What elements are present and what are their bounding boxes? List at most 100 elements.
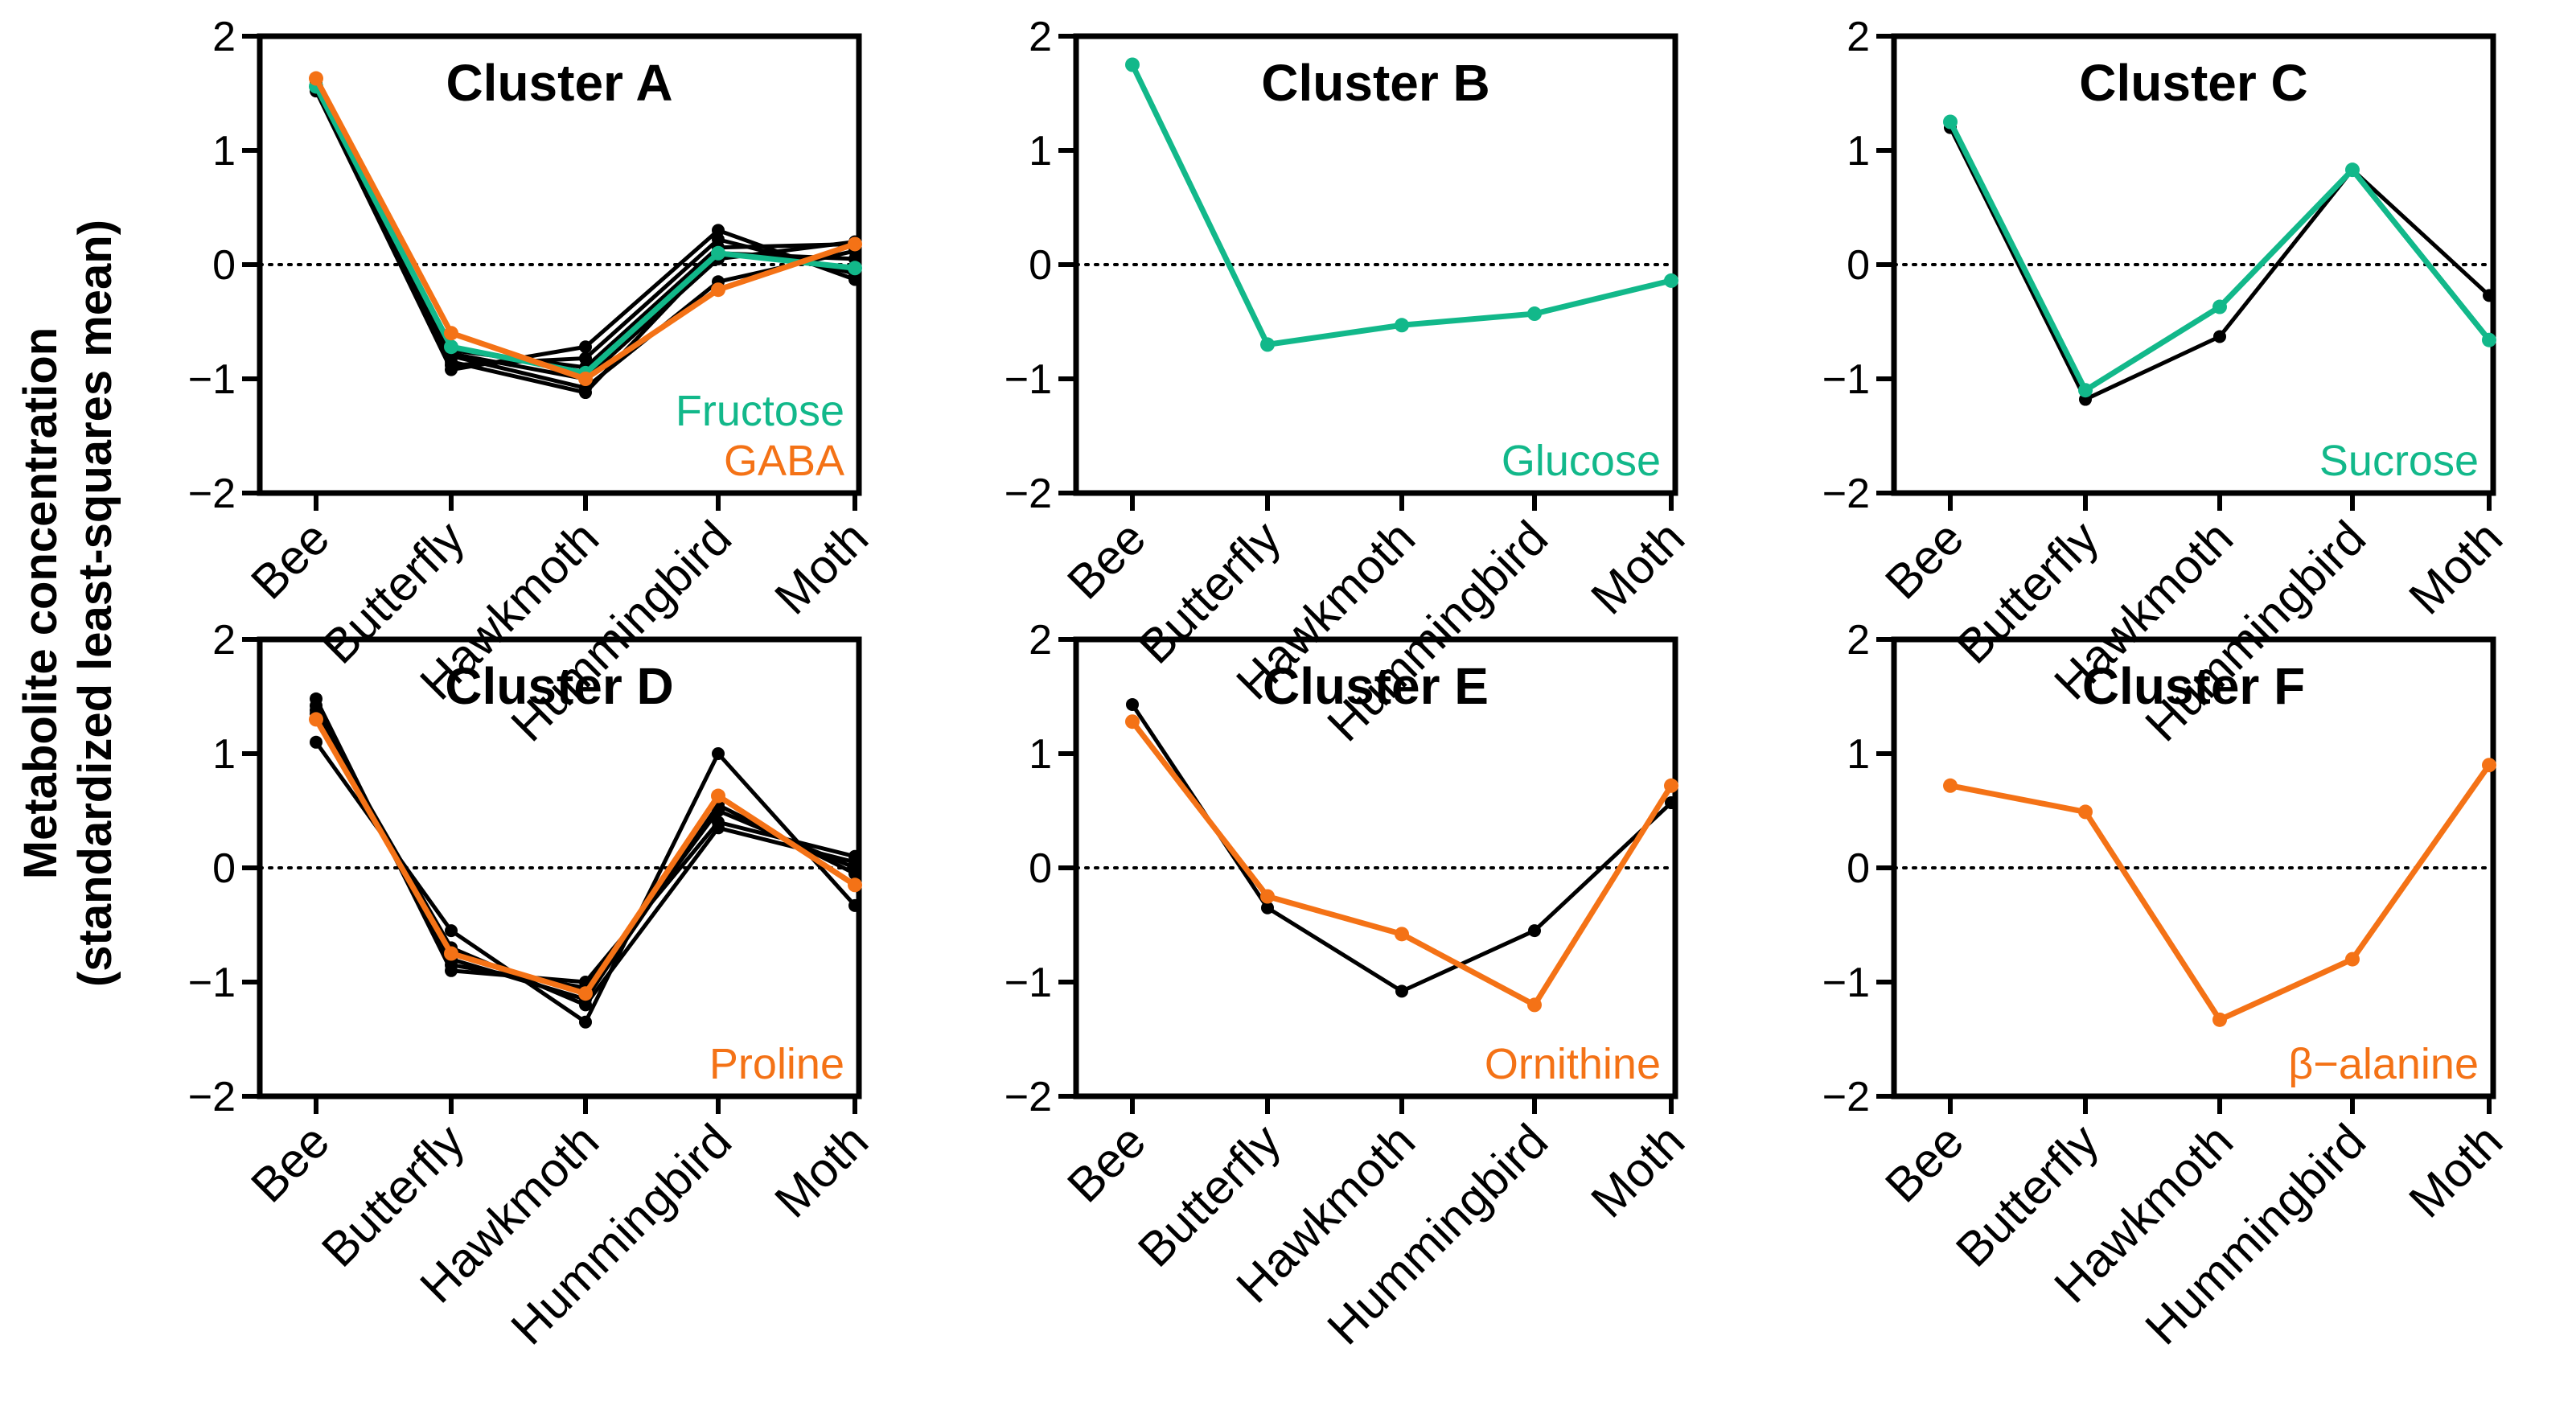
data-point: [579, 351, 592, 365]
y-tick-label: −1: [188, 356, 236, 403]
y-tick-label: −1: [1005, 960, 1052, 1006]
data-point: [2482, 332, 2496, 347]
y-tick-label: 0: [1847, 242, 1870, 289]
y-tick-label: 2: [1847, 14, 1870, 60]
data-point: [848, 867, 861, 881]
y-tick-label: 2: [1029, 617, 1052, 664]
data-point: [1261, 901, 1274, 915]
x-category-label: Bee: [1057, 1114, 1156, 1213]
data-point: [2213, 330, 2226, 343]
data-point: [579, 1015, 592, 1029]
series-line-sucrose: [1947, 119, 2492, 393]
data-point: [848, 236, 862, 252]
y-tick-label: 2: [1029, 14, 1052, 60]
y-tick-label: −1: [1822, 960, 1870, 1006]
data-point: [1125, 714, 1140, 730]
data-point: [2482, 758, 2496, 773]
y-tick-label: 1: [1029, 731, 1052, 778]
data-point: [1125, 57, 1140, 72]
x-category-label: Bee: [1057, 511, 1156, 610]
y-tick-label: −2: [188, 1074, 236, 1120]
series-line-ornithine: [1129, 718, 1674, 1008]
data-point: [2212, 299, 2227, 314]
y-axis-label-line1: Metabolite concentration: [14, 327, 67, 879]
series-line: [314, 80, 857, 370]
data-point: [444, 339, 458, 355]
series-line: [1130, 702, 1674, 993]
data-point: [711, 245, 725, 261]
y-tick-label: −1: [188, 960, 236, 1006]
data-point: [1395, 318, 1409, 333]
y-tick-label: 0: [1029, 242, 1052, 289]
data-point: [712, 224, 725, 237]
y-tick-label: −2: [1822, 1074, 1870, 1120]
data-point: [1527, 997, 1542, 1013]
legend-label: Glucose: [1502, 437, 1661, 485]
y-axis-label-line2: (standardized least-squares mean): [69, 220, 121, 987]
x-category-label: Moth: [764, 511, 878, 625]
data-point: [578, 372, 593, 386]
data-point: [445, 924, 458, 938]
y-tick-label: −2: [1005, 1074, 1052, 1120]
data-point: [2078, 383, 2093, 398]
data-point: [1664, 273, 1678, 288]
data-point: [309, 71, 323, 86]
data-point: [578, 986, 593, 1001]
data-point: [711, 788, 725, 804]
series-line-proline: [313, 716, 858, 997]
y-tick-label: −2: [1005, 471, 1052, 517]
y-tick-label: 0: [1847, 845, 1870, 892]
data-point: [848, 898, 861, 912]
data-point: [579, 340, 592, 354]
legend-label: GABA: [724, 437, 844, 485]
legend-label: β−alanine: [2288, 1040, 2479, 1088]
x-category-label: Bee: [240, 1114, 339, 1213]
y-tick-label: −2: [1822, 471, 1870, 517]
panel-title: Cluster C: [2079, 54, 2308, 112]
data-point: [2345, 951, 2360, 967]
x-category-label: Moth: [764, 1114, 878, 1228]
y-tick-label: −2: [188, 471, 236, 517]
data-point: [2078, 804, 2093, 820]
data-point: [1260, 337, 1275, 352]
panel-title: Cluster A: [446, 54, 672, 112]
data-point: [1943, 114, 1958, 129]
panel-title: Cluster D: [445, 657, 674, 715]
panel-title: Cluster E: [1263, 657, 1489, 715]
data-point: [848, 261, 862, 276]
data-point: [711, 282, 725, 298]
data-point: [1126, 697, 1139, 711]
data-point: [309, 712, 323, 727]
y-tick-label: 1: [212, 731, 236, 778]
series-line--alanine: [1947, 762, 2492, 1023]
y-tick-label: 1: [1029, 128, 1052, 175]
y-tick-label: −1: [1005, 356, 1052, 403]
data-point: [848, 878, 862, 893]
data-point: [1395, 984, 1408, 998]
y-tick-label: 0: [1029, 845, 1052, 892]
y-tick-label: 1: [1847, 128, 1870, 175]
y-tick-label: 1: [1847, 731, 1870, 778]
x-category-label: Moth: [1580, 511, 1695, 625]
data-point: [712, 747, 725, 760]
data-point: [1664, 778, 1678, 793]
y-tick-label: 0: [212, 242, 236, 289]
legend-label: Sucrose: [2319, 437, 2479, 485]
data-point: [2345, 162, 2360, 178]
series-line: [314, 703, 857, 990]
data-point: [2483, 289, 2496, 302]
y-tick-label: 2: [212, 617, 236, 664]
x-category-label: Bee: [240, 511, 339, 610]
data-point: [1665, 796, 1678, 810]
y-tick-label: 2: [1847, 617, 1870, 664]
y-tick-label: 2: [212, 14, 236, 60]
legend-label: Proline: [709, 1040, 844, 1088]
data-point: [712, 821, 725, 835]
y-tick-label: 1: [212, 128, 236, 175]
x-category-label: Bee: [1875, 511, 1974, 610]
x-category-label: Bee: [1875, 1114, 1974, 1213]
data-point: [1943, 778, 1958, 793]
data-point: [444, 946, 458, 961]
